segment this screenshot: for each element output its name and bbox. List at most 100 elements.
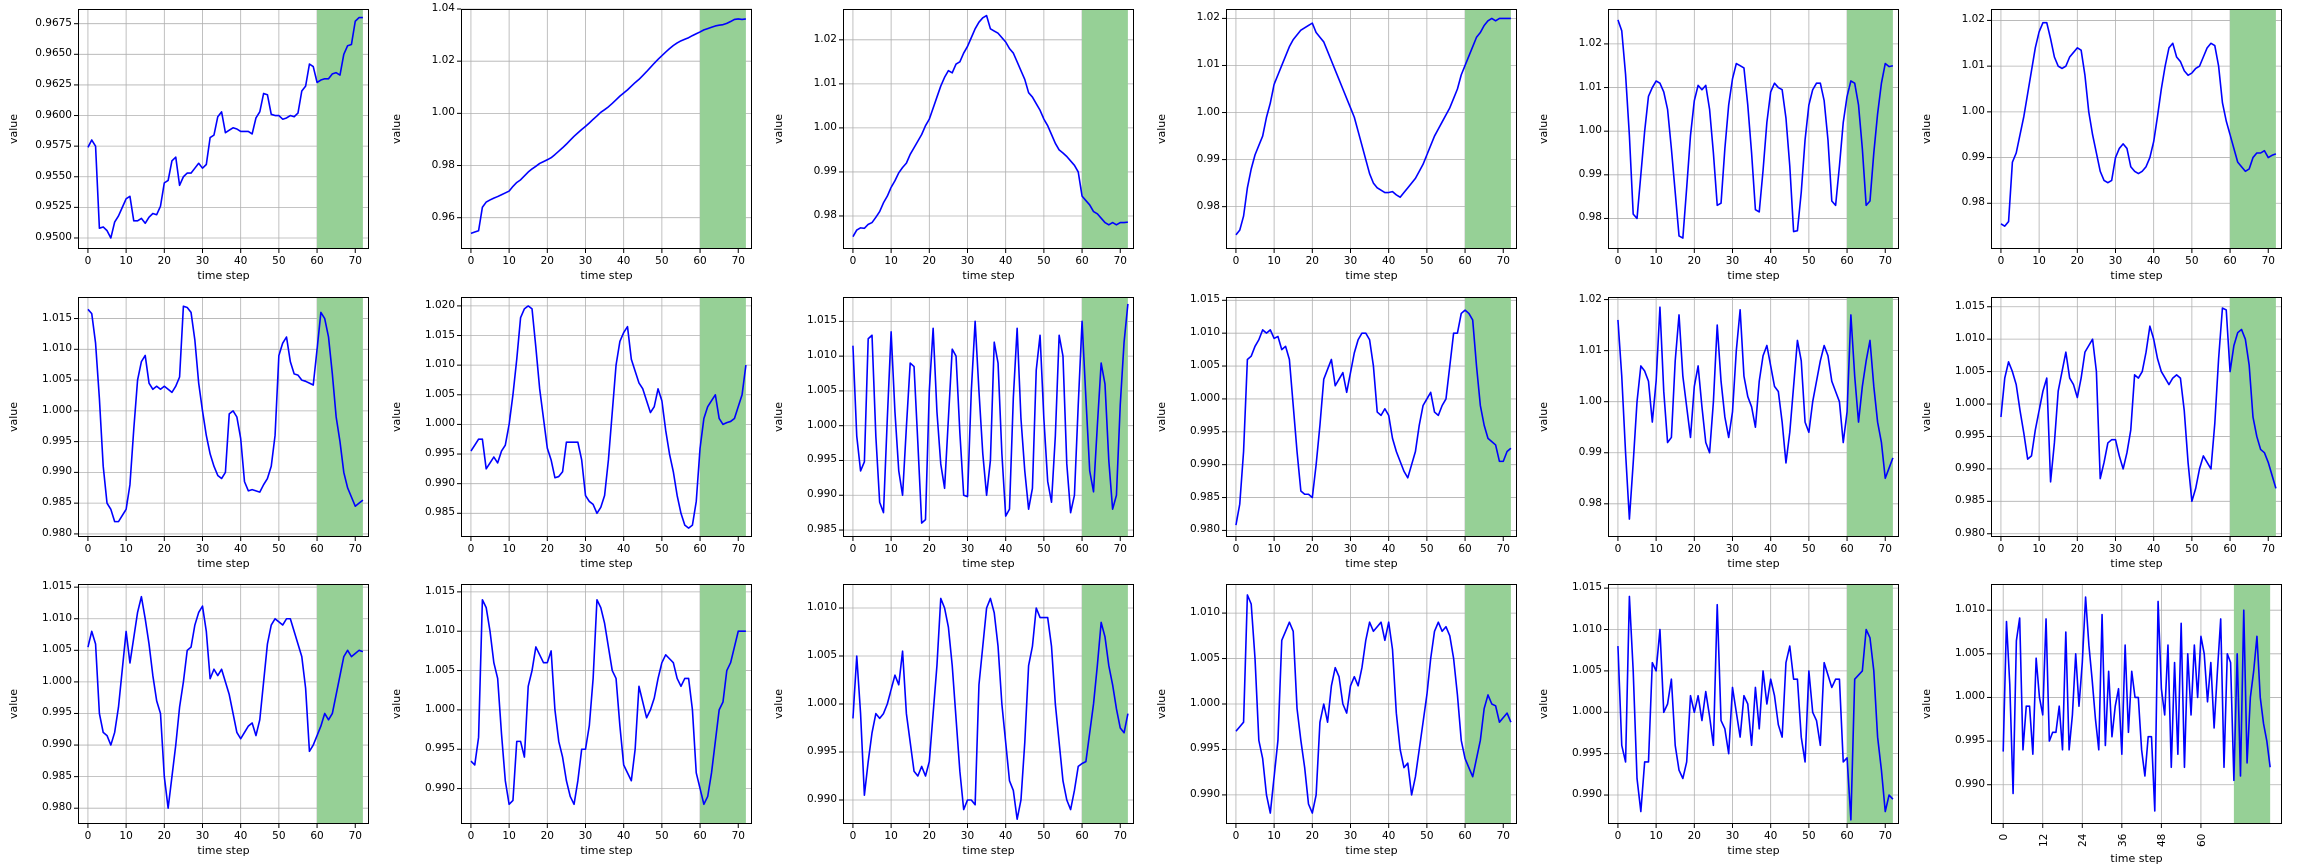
x-tick-label: 20 [922,543,936,555]
y-axis-label: value [1537,688,1550,720]
y-tick-label: 0.995 [41,706,72,719]
x-tick-label: 20 [1687,543,1701,555]
x-tick-label: 40 [616,543,631,555]
series-line [470,18,746,235]
x-tick-label: 70 [731,255,745,267]
x-tick-label: 60 [1458,255,1472,267]
x-tick-label: 30 [578,543,593,555]
axes-frame [1991,9,2282,249]
x-tick-label: 20 [1305,543,1319,555]
y-tick-label: 1.010 [41,611,72,624]
series-line [1617,306,1894,520]
x-tick-label: 40 [233,255,248,267]
chart-panel-15: 0 10 20 30 40 50 60 70 0.990 0.995 1.000 1.005 1.010… [772,584,1134,856]
x-tick-label: 70 [2261,543,2275,555]
chart-panel-17: 0 10 20 30 40 50 60 70 0.990 0.995 1.000 1.005 1.010… [1537,582,1899,856]
y-axis-label: value [1155,113,1168,145]
series-line [1235,309,1512,526]
y-tick-label: 1.005 [424,387,455,400]
x-tick-label: 40 [1763,830,1778,842]
axes-frame [1991,584,2282,824]
y-tick-label: 1.00 [1578,394,1602,407]
y-tick-label: 1.005 [806,649,837,661]
x-tick-label: 60 [1075,255,1089,267]
y-tick-label: 0.995 [1954,429,1985,442]
x-tick-label: 20 [1687,255,1701,267]
y-tick-label: 1.015 [424,328,455,341]
y-tick-label: 0.985 [41,496,72,509]
x-axis-label: time step [580,844,633,857]
x-tick-label: 10 [2032,255,2046,267]
x-tick-label: 10 [502,830,516,842]
forecast-region [2233,584,2271,824]
x-tick-label: 50 [2185,255,2199,267]
x-tick-label: 70 [731,543,745,555]
y-tick-label: 0.98 [1961,196,1985,209]
x-tick-label: 70 [348,543,362,555]
x-tick-label: 50 [655,543,669,555]
chart-panel-11: 0 10 20 30 40 50 60 70 0.98 0.99 1.00 1.01 1.02 time … [1537,294,1899,569]
y-axis-label: value [7,401,20,433]
y-axis-label: value [1920,113,1933,145]
y-tick-label: 1.005 [424,663,455,676]
x-tick-label: 10 [884,830,898,842]
x-tick-label: 60 [693,255,707,267]
x-tick-label: 12 [2037,833,2050,847]
y-tick-label: 1.015 [41,580,72,593]
x-tick-label: 60 [1075,543,1089,555]
axes-frame [1226,9,1517,249]
x-tick-label: 50 [655,255,669,267]
x-tick-label: 40 [616,255,631,267]
plot-area [1987,9,2282,253]
y-axis-label: value [1155,688,1168,720]
axes-frame [843,584,1134,824]
x-tick-label: 30 [1725,543,1740,555]
y-tick-label: 1.00 [1196,105,1220,118]
x-axis-label: time step [962,269,1015,282]
x-tick-label: 40 [998,543,1013,555]
x-tick-label: 40 [233,543,248,555]
y-tick-label: 0.9600 [35,108,72,121]
x-tick-label: 50 [1037,830,1051,842]
y-tick-label: 0.980 [1954,526,1985,539]
y-axis-label: value [7,113,20,145]
x-tick-label: 0 [1232,255,1240,267]
x-tick-label: 20 [157,543,171,555]
plot-area [839,584,1134,828]
forecast-region [317,297,363,537]
plot-area [1987,584,2282,828]
x-tick-label: 60 [2223,255,2237,267]
y-tick-label: 1.000 [806,418,837,431]
x-tick-label: 30 [1725,830,1740,842]
x-tick-label: 0 [849,255,857,267]
plot-area [74,297,369,541]
y-axis-label: value [772,113,785,145]
x-tick-label: 0 [84,830,92,842]
x-tick-label: 30 [578,255,593,267]
x-tick-label: 10 [884,255,898,267]
plot-area [839,297,1134,541]
x-axis-label: time step [962,844,1015,857]
forecast-region [1082,584,1128,824]
x-tick-label: 70 [1878,255,1892,267]
y-tick-label: 0.99 [813,164,837,177]
x-tick-label: 20 [1305,255,1319,267]
y-axis-label: value [1920,688,1933,720]
y-axis-label: value [390,688,403,720]
y-tick-label: 0.98 [1578,496,1602,509]
y-tick-label: 1.000 [424,702,455,715]
y-tick-label: 0.9500 [35,230,72,243]
x-axis-label: time step [580,269,633,282]
y-tick-label: 0.985 [1954,494,1985,507]
x-tick-label: 40 [2146,255,2161,267]
y-tick-label: 0.99 [1578,167,1602,180]
series-line [2000,307,2277,503]
y-tick-label: 0.990 [1571,788,1602,801]
y-tick-label: 0.99 [1961,150,1985,163]
plot-area [1604,584,1899,828]
chart-panel-5: 0 10 20 30 40 50 60 70 0.98 0.99 1.00 1.01 1.02 time … [1537,9,1899,281]
x-tick-label: 70 [1113,830,1127,842]
y-tick-label: 1.015 [1954,299,1985,312]
y-tick-label: 1.000 [1954,397,1985,410]
y-tick-label: 1.02 [813,32,837,45]
